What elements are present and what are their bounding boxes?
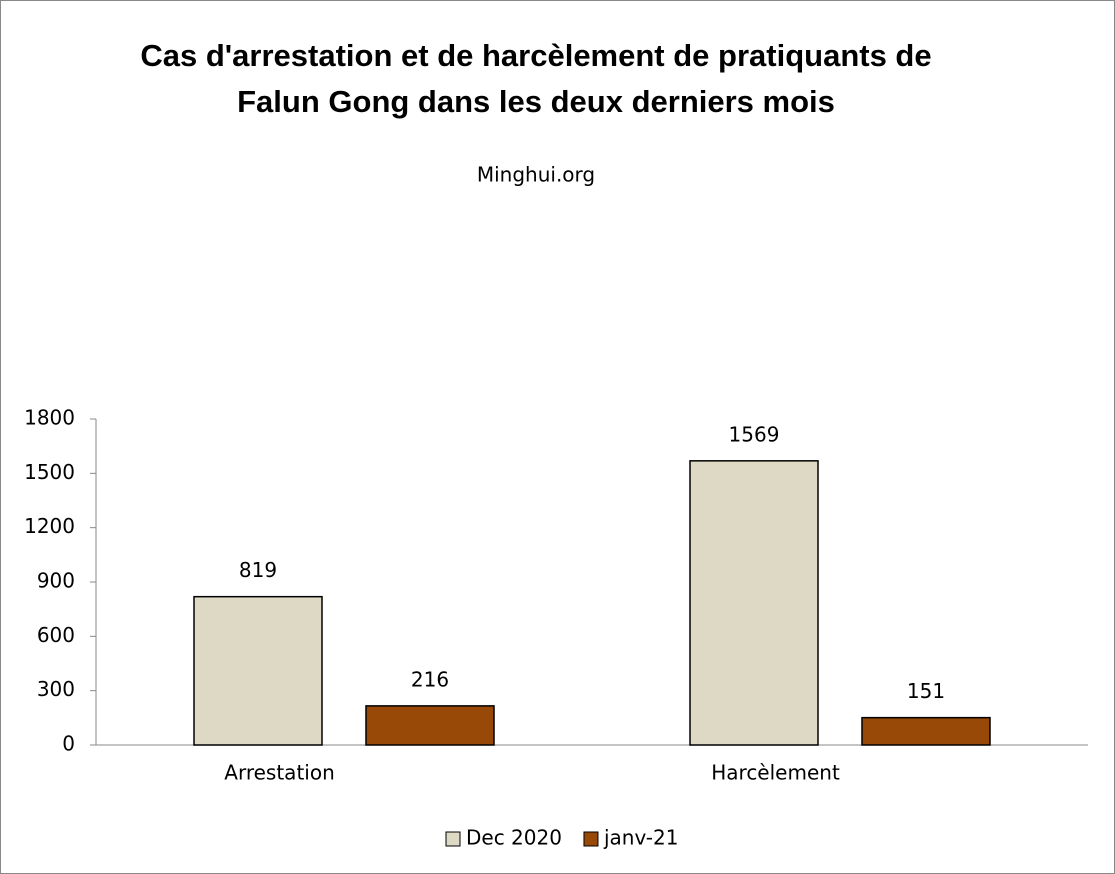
data-label: 819 — [239, 558, 277, 582]
bar — [861, 716, 991, 746]
data-label: 1569 — [729, 422, 780, 446]
legend-label: janv-21 — [603, 826, 678, 850]
y-tick-label: 300 — [37, 677, 75, 701]
y-tick-label: 1800 — [24, 406, 75, 430]
chart-title: Cas d'arrestation et de harcèlement de p… — [140, 38, 932, 119]
x-tick-label: Harcèlement — [711, 761, 840, 785]
bar — [689, 460, 819, 746]
y-tick-label: 900 — [37, 569, 75, 593]
y-tick-label: 0 — [62, 732, 75, 756]
legend-label: Dec 2020 — [466, 826, 562, 850]
data-label: 151 — [907, 679, 945, 703]
legend-swatch — [445, 831, 461, 847]
bar — [365, 705, 495, 746]
x-tick-label: Arrestation — [224, 761, 334, 785]
y-tick-label: 1500 — [24, 460, 75, 484]
chart-subtitle: Minghui.org — [477, 163, 595, 187]
bar — [193, 595, 323, 746]
y-tick-label: 600 — [37, 623, 75, 647]
data-label: 216 — [411, 667, 449, 691]
legend-swatch — [583, 831, 599, 847]
y-tick-label: 1200 — [24, 514, 75, 538]
